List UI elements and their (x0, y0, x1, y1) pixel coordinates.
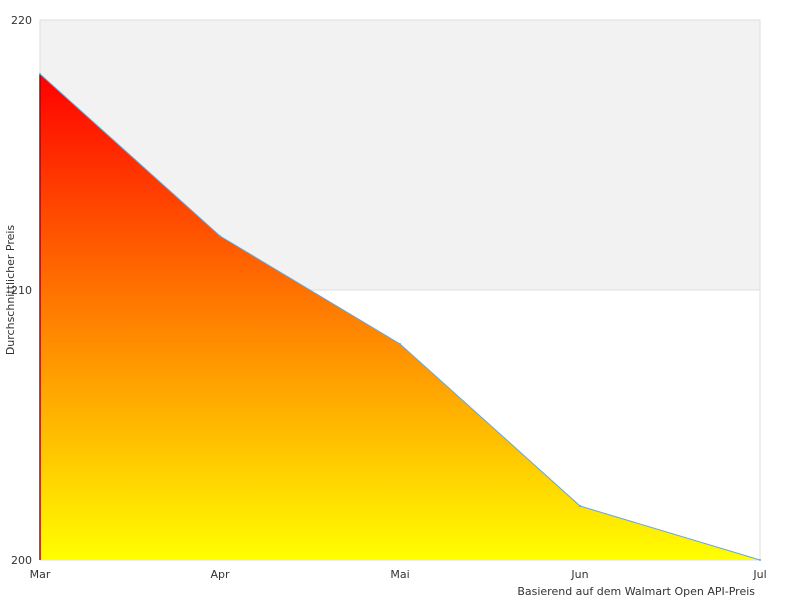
x-tick-label-jun: Jun (570, 568, 588, 581)
x-tick-label-apr: Apr (210, 568, 230, 581)
x-tick-label-jul: Jul (752, 568, 766, 581)
x-axis-title: Basierend auf dem Walmart Open API-Preis (517, 585, 755, 598)
data-point-jul (759, 559, 761, 561)
data-point-mar (39, 73, 41, 75)
y-tick-label-210: 210 (11, 284, 32, 297)
x-tick-label-mai: Mai (390, 568, 409, 581)
area-fill (40, 74, 760, 560)
y-tick-label-200: 200 (11, 554, 32, 567)
x-tick-label-mar: Mar (30, 568, 51, 581)
data-point-jun (579, 505, 581, 507)
data-point-mai (399, 343, 401, 345)
data-point-apr (219, 235, 221, 237)
y-tick-label-220: 220 (11, 14, 32, 27)
y-axis-title: Durchschnittlicher Preis (4, 225, 17, 356)
